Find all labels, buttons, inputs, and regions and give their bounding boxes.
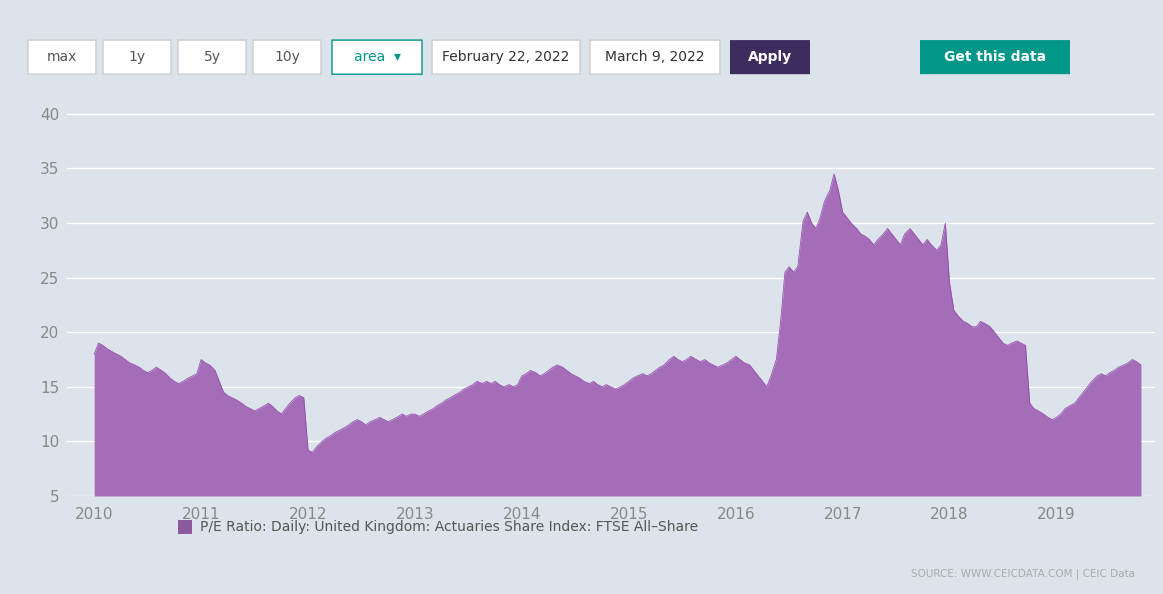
FancyBboxPatch shape [28,40,97,74]
FancyBboxPatch shape [920,40,1070,74]
Text: Apply: Apply [748,50,792,64]
Text: March 9, 2022: March 9, 2022 [605,50,705,64]
Text: February 22, 2022: February 22, 2022 [442,50,570,64]
Text: 10y: 10y [274,50,300,64]
FancyBboxPatch shape [590,40,720,74]
Text: Get this data: Get this data [944,50,1046,64]
FancyBboxPatch shape [331,40,422,74]
Text: SOURCE: WWW.CEICDATA.COM | CEIC Data: SOURCE: WWW.CEICDATA.COM | CEIC Data [911,568,1135,579]
Text: area  ▾: area ▾ [354,50,400,64]
Text: max: max [47,50,77,64]
Text: P/E Ratio: Daily: United Kingdom: Actuaries Share Index: FTSE All–Share: P/E Ratio: Daily: United Kingdom: Actuar… [200,520,698,534]
FancyBboxPatch shape [431,40,580,74]
FancyBboxPatch shape [730,40,809,74]
Text: 5y: 5y [204,50,221,64]
FancyBboxPatch shape [254,40,321,74]
FancyBboxPatch shape [178,40,247,74]
Text: 1y: 1y [128,50,145,64]
FancyBboxPatch shape [104,40,171,74]
Bar [178,520,192,534]
